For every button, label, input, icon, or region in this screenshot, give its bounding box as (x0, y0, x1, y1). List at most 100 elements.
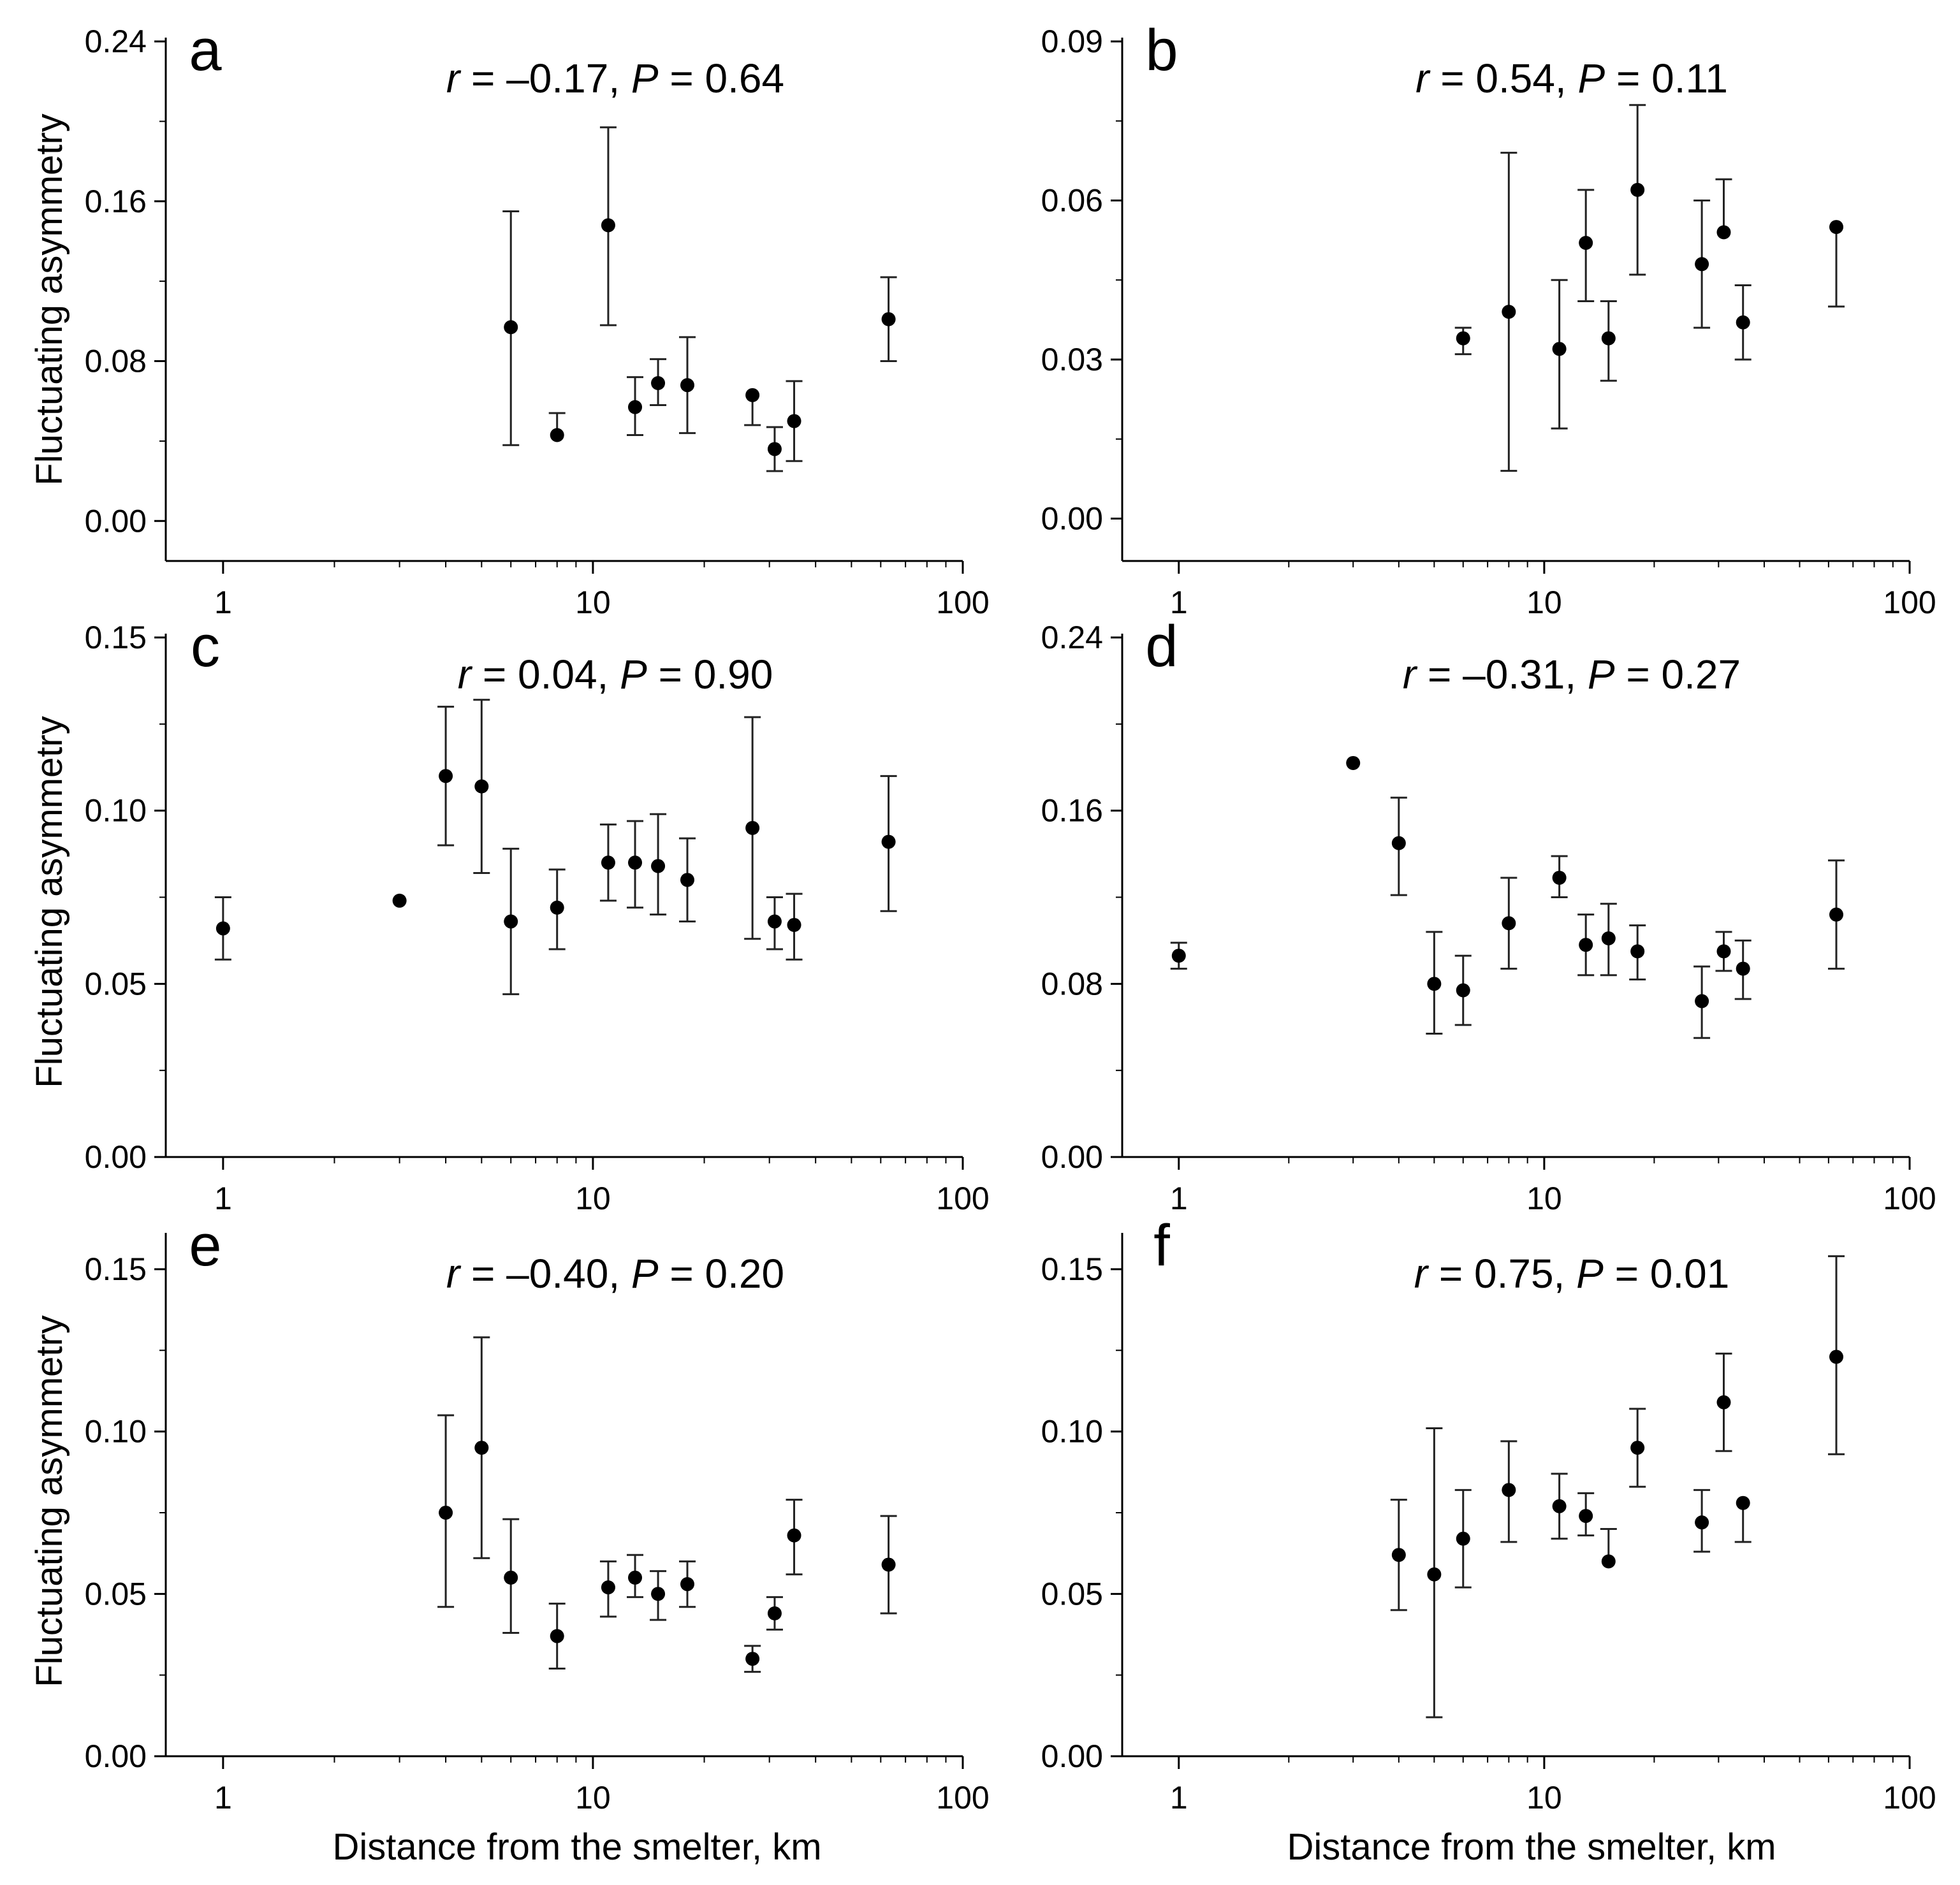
panel-b-data-point (1456, 331, 1470, 346)
panel-d-y-tick-label: 0.00 (1041, 1139, 1103, 1175)
panel-f-y-tick-label: 0.00 (1041, 1738, 1103, 1774)
panel-f-x-tick-label: 1 (1170, 1780, 1188, 1816)
panel-b-y-tick-label: 0.06 (1041, 182, 1103, 218)
y-axis-title-bottom: Fluctuating asymmetry (29, 1315, 70, 1687)
panel-e-statistic: r = –0.40, P = 0.20 (446, 1251, 784, 1297)
panel-b-data-point (1695, 257, 1709, 272)
panel-d-data-point (1391, 836, 1406, 850)
panel-d-x-tick-label: 10 (1526, 1181, 1562, 1216)
panel-c-data-point (504, 914, 518, 929)
panel-c-letter: c (191, 614, 220, 679)
panel-f-data-point (1391, 1548, 1406, 1562)
panel-f-data-point (1630, 1441, 1645, 1455)
panel-c-statistic: r = 0.04, P = 0.90 (458, 651, 773, 697)
panel-f-letter: f (1153, 1213, 1170, 1278)
panel-b-data-point (1630, 182, 1645, 197)
panel-c-y-tick-label: 0.15 (85, 620, 147, 655)
panel-c-x-tick-label: 100 (936, 1181, 989, 1216)
panel-c-data-point (651, 859, 666, 873)
panel-e-y-tick-label: 0.00 (85, 1738, 147, 1774)
panel-a-x-tick-label: 10 (575, 585, 611, 620)
panel-f-plot: 0.00 0.05 0.10 0.15 1 10 100 f r = 0.75, P = 0.0… (1041, 1213, 1936, 1816)
panel-f-data-point (1456, 1531, 1470, 1546)
panel-b-x-tick-label: 1 (1170, 585, 1188, 620)
panel-f-data-point (1829, 1350, 1843, 1364)
panel-b-data-point (1502, 305, 1516, 319)
panel-d-statistic: r = –0.31, P = 0.27 (1403, 651, 1741, 697)
panel-a-letter: a (189, 18, 222, 83)
panel-c-data-point (881, 834, 896, 849)
panel-f-y-tick-label: 0.05 (1041, 1576, 1103, 1612)
panel-c-x-tick-label: 1 (214, 1181, 232, 1216)
panel-d-data-point (1829, 907, 1843, 922)
panel-c-data-point (216, 921, 230, 936)
panel-a-y-tick-label: 0.00 (85, 503, 147, 539)
panel-d-x-tick-label: 1 (1170, 1181, 1188, 1216)
panel-d-y-tick-label: 0.24 (1041, 620, 1103, 655)
panel-e-data-point (439, 1505, 453, 1520)
panel-e-x-tick-label: 1 (214, 1780, 232, 1816)
panel-c-data-point (787, 917, 801, 932)
panel-a-data-point (550, 428, 564, 442)
panel-e-y-tick-label: 0.05 (85, 1576, 147, 1612)
panel-d-data-point (1346, 755, 1361, 770)
panel-e-x-tick-label: 10 (575, 1780, 611, 1816)
panel-a-data-point (651, 376, 666, 391)
panel-a-x-tick-label: 100 (936, 585, 989, 620)
panel-d-data-point (1601, 931, 1616, 946)
panel-a-data-point (881, 312, 896, 326)
panel-d-data-point (1630, 944, 1645, 959)
panel-d-data-point (1736, 961, 1750, 976)
panel-e-plot: 0.00 0.05 0.10 0.15 1 10 100 e r = –0.40, P = 0.… (85, 1213, 990, 1816)
y-axis-title-top: Fluctuating asymmetry (29, 113, 70, 485)
panel-a-data-point (601, 218, 615, 233)
panel-a-data-point (787, 414, 801, 428)
panel-c-data-point (680, 873, 695, 887)
panel-c-data-point (767, 914, 782, 929)
panel-a-statistic: r = –0.17, P = 0.64 (446, 55, 784, 101)
panel-c-data-point (550, 900, 564, 915)
panel-e-data-point (504, 1570, 518, 1585)
panel-a-y-tick-label: 0.24 (85, 24, 147, 59)
panel-a-plot: 0.00 0.08 0.16 0.24 1 10 100 a r = –0.17, P = 0.… (85, 18, 990, 620)
panel-a-data-point (504, 320, 518, 335)
panel-d-plot: 0.00 0.08 0.16 0.24 1 10 100 d r = –0.31, P = 0.… (1041, 614, 1936, 1216)
panel-b-y-tick-label: 0.03 (1041, 342, 1103, 377)
x-axis-title-left: Distance from the smelter, km (332, 1826, 821, 1868)
panel-e-letter: e (189, 1213, 221, 1278)
panel-e-data-point (651, 1587, 666, 1601)
panel-b-statistic: r = 0.54, P = 0.11 (1415, 55, 1728, 101)
panel-e-data-point (550, 1629, 564, 1643)
panel-d-data-point (1171, 949, 1186, 963)
panel-e-data-point (745, 1652, 760, 1666)
panel-f-data-point (1502, 1483, 1516, 1497)
panel-f-y-tick-label: 0.10 (1041, 1414, 1103, 1450)
panel-a-data-point (680, 378, 695, 393)
panel-b-data-point (1736, 315, 1750, 330)
panel-b-plot: 0.00 0.03 0.06 0.09 1 10 100 b r = 0.54, P = 0.1… (1041, 18, 1936, 620)
panel-e-data-point (680, 1577, 695, 1592)
panel-e-data-point (474, 1441, 489, 1455)
panel-c-plot: 0.00 0.05 0.10 0.15 1 10 100 c r = 0.04, P = 0.9… (85, 614, 990, 1216)
panel-b-y-tick-label: 0.09 (1041, 24, 1103, 59)
panel-a-data-point (745, 388, 760, 402)
panel-e-data-point (787, 1528, 801, 1543)
x-axis-title-right: Distance from the smelter, km (1287, 1826, 1776, 1868)
panel-b-data-point (1716, 225, 1731, 240)
panel-a-y-tick-label: 0.08 (85, 344, 147, 379)
panel-b-letter: b (1145, 18, 1178, 83)
panel-e-y-tick-label: 0.10 (85, 1414, 147, 1450)
panel-d-data-point (1502, 916, 1516, 931)
panel-c-y-tick-label: 0.10 (85, 793, 147, 829)
panel-f-data-point (1716, 1395, 1731, 1409)
panel-a-data-point (767, 442, 782, 456)
panel-c-data-point (392, 893, 407, 908)
panel-c-data-point (745, 820, 760, 835)
panel-f-data-point (1427, 1567, 1442, 1582)
panel-c-data-point (439, 769, 453, 783)
panel-e-data-point (628, 1570, 643, 1585)
panel-f-statistic: r = 0.75, P = 0.01 (1414, 1251, 1730, 1297)
panel-c-data-point (601, 855, 615, 870)
panel-c-x-tick-label: 10 (575, 1181, 611, 1216)
